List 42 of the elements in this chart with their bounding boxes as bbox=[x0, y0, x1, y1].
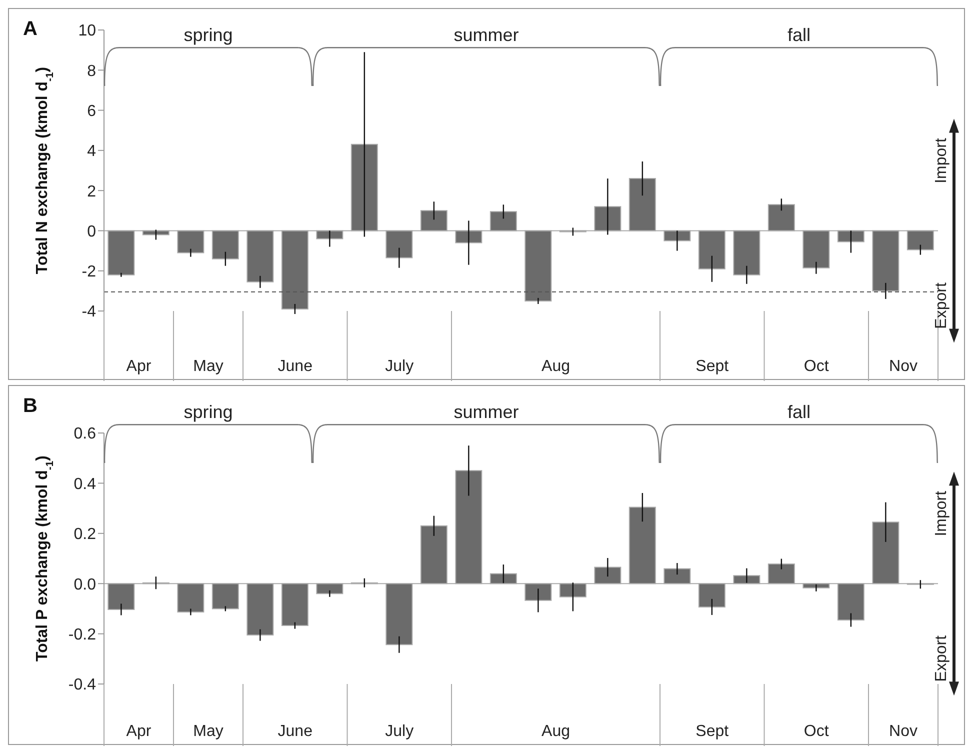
y-tick-label: -4 bbox=[82, 304, 96, 321]
annotation: summer bbox=[454, 25, 519, 45]
annotation: Export bbox=[933, 282, 950, 329]
x-tick-label: May bbox=[193, 723, 224, 740]
y-tick-label: 6 bbox=[87, 102, 96, 120]
y-tick-label: 8 bbox=[87, 62, 96, 80]
x-tick-label: July bbox=[385, 723, 414, 740]
x-tick-label: Oct bbox=[804, 723, 830, 740]
annotation: Import bbox=[933, 137, 950, 184]
chart-title: B bbox=[23, 395, 38, 417]
y-tick-label: 0 bbox=[87, 223, 96, 240]
y-tick-label: 2 bbox=[87, 183, 96, 200]
annotation: Export bbox=[933, 634, 950, 682]
x-tick-label: July bbox=[385, 358, 414, 375]
y-tick-label: -0.4 bbox=[68, 676, 96, 694]
x-tick-label: Sept bbox=[696, 723, 730, 740]
y-tick-label: 0.4 bbox=[74, 476, 96, 493]
x-tick-label: June bbox=[278, 723, 313, 740]
annotation: spring bbox=[184, 25, 233, 45]
text: spring bbox=[184, 402, 233, 422]
x-tick-label: Aug bbox=[542, 358, 570, 375]
y-tick-label: -2 bbox=[82, 264, 96, 281]
x-tick-label: Apr bbox=[126, 723, 152, 740]
x-tick-label: May bbox=[193, 358, 224, 375]
chart-title: A bbox=[23, 18, 38, 40]
x-tick-label: Aug bbox=[542, 723, 570, 740]
y-tick-label: 0.6 bbox=[74, 426, 96, 443]
x-tick-label: Nov bbox=[889, 358, 918, 375]
annotation: Import bbox=[933, 490, 950, 536]
x-tick-label: Sept bbox=[696, 358, 730, 375]
x-tick-label: Apr bbox=[126, 358, 152, 375]
text: fall bbox=[787, 402, 811, 422]
x-tick-label: Nov bbox=[889, 723, 918, 740]
x-tick-label: June bbox=[278, 358, 313, 375]
x-tick-label: Oct bbox=[804, 358, 830, 375]
y-tick-label: 0.0 bbox=[74, 576, 96, 594]
y-tick-label: 10 bbox=[78, 22, 96, 40]
y-tick-label: 0.2 bbox=[74, 526, 96, 544]
y-tick-label: -0.2 bbox=[68, 626, 96, 644]
text: summer bbox=[454, 402, 519, 422]
annotation: fall bbox=[787, 25, 811, 45]
y-tick-label: 4 bbox=[87, 143, 96, 160]
